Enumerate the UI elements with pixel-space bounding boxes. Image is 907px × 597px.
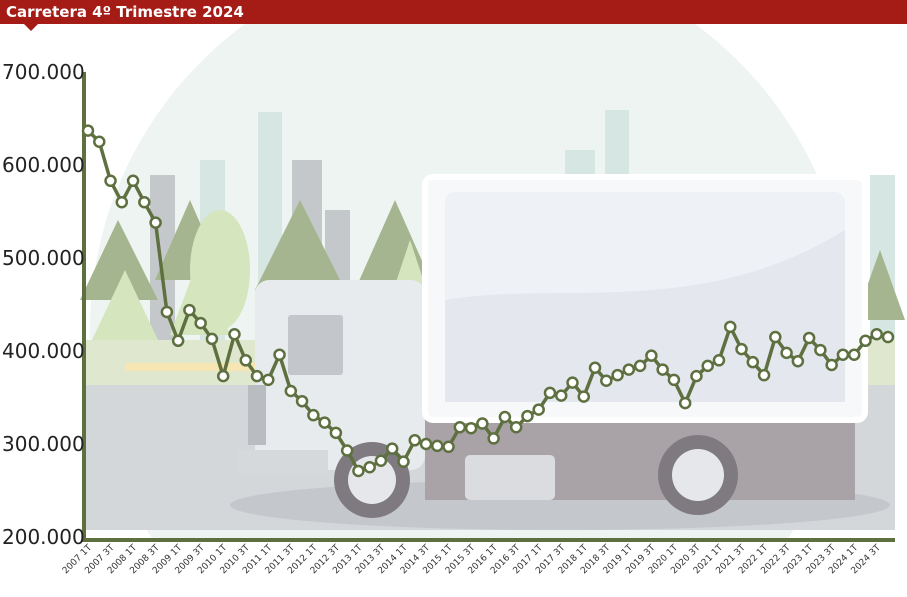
data-point [724, 320, 737, 334]
data-point [160, 305, 174, 319]
data-point [363, 461, 376, 474]
data-point [656, 363, 669, 376]
data-point [611, 368, 624, 382]
data-point [262, 373, 275, 387]
data-point [881, 330, 895, 344]
data-point [825, 358, 838, 372]
data-point [115, 195, 129, 209]
data-point [836, 348, 850, 361]
title-bar: Carretera 4º Trimestre 2024 [0, 0, 907, 24]
data-point [442, 440, 455, 454]
data-point [183, 303, 196, 317]
data-point [397, 455, 410, 468]
data-point [532, 403, 545, 416]
data-point [329, 426, 343, 440]
y-tick-label: 700.000 [2, 60, 85, 84]
data-point [554, 389, 568, 402]
data-point [408, 434, 422, 447]
data-point [791, 354, 805, 368]
data-point [712, 354, 726, 367]
data-point [633, 359, 647, 373]
data-point [476, 417, 489, 430]
y-tick-label: 300.000 [2, 432, 85, 456]
data-point [340, 444, 354, 457]
data-point [273, 348, 286, 361]
data-point [419, 437, 433, 451]
data-point [814, 343, 827, 357]
y-tick-label: 600.000 [2, 153, 85, 177]
title-notch [24, 24, 38, 31]
data-point [622, 363, 636, 376]
data-point [543, 386, 557, 400]
data-point [171, 334, 185, 348]
data-point [859, 334, 872, 348]
data-point [149, 216, 162, 229]
data-point [588, 361, 602, 374]
data-point [757, 368, 771, 382]
y-tick-label: 500.000 [2, 246, 85, 270]
data-point [284, 384, 298, 398]
data-point [453, 421, 467, 434]
data-point [216, 369, 230, 383]
data-point [780, 346, 793, 360]
data-point [194, 316, 207, 330]
data-point [600, 374, 613, 388]
data-point [385, 442, 399, 455]
data-point [431, 439, 444, 453]
data-point [228, 328, 241, 341]
data-point [352, 464, 365, 478]
data-point [769, 330, 782, 344]
data-point [138, 195, 151, 209]
data-point [667, 373, 681, 387]
data-point [239, 354, 252, 367]
data-point [464, 421, 478, 435]
data-point [487, 432, 500, 445]
background-illustration [80, 24, 905, 540]
data-point [81, 124, 95, 137]
data-point [735, 342, 748, 356]
y-tick-label: 200.000 [2, 525, 85, 549]
data-point [509, 421, 523, 434]
chart-title: Carretera 4º Trimestre 2024 [6, 3, 244, 21]
data-point [870, 328, 883, 341]
data-point [93, 135, 106, 148]
data-point [847, 348, 861, 361]
data-point [205, 332, 219, 346]
data-point [802, 331, 816, 345]
data-point [701, 359, 714, 373]
data-point [318, 416, 331, 429]
y-tick-label: 400.000 [2, 339, 85, 363]
data-point [295, 394, 309, 408]
data-point [645, 349, 658, 362]
data-point [126, 174, 140, 188]
data-point [250, 369, 264, 383]
data-point [104, 174, 117, 188]
data-point [690, 369, 703, 383]
data-point [521, 409, 534, 423]
data-point [746, 355, 760, 369]
data-point [374, 454, 388, 467]
data-point [566, 376, 579, 389]
data-point [577, 390, 591, 403]
data-point [678, 396, 692, 410]
data-point [307, 408, 320, 422]
data-point [498, 410, 512, 424]
